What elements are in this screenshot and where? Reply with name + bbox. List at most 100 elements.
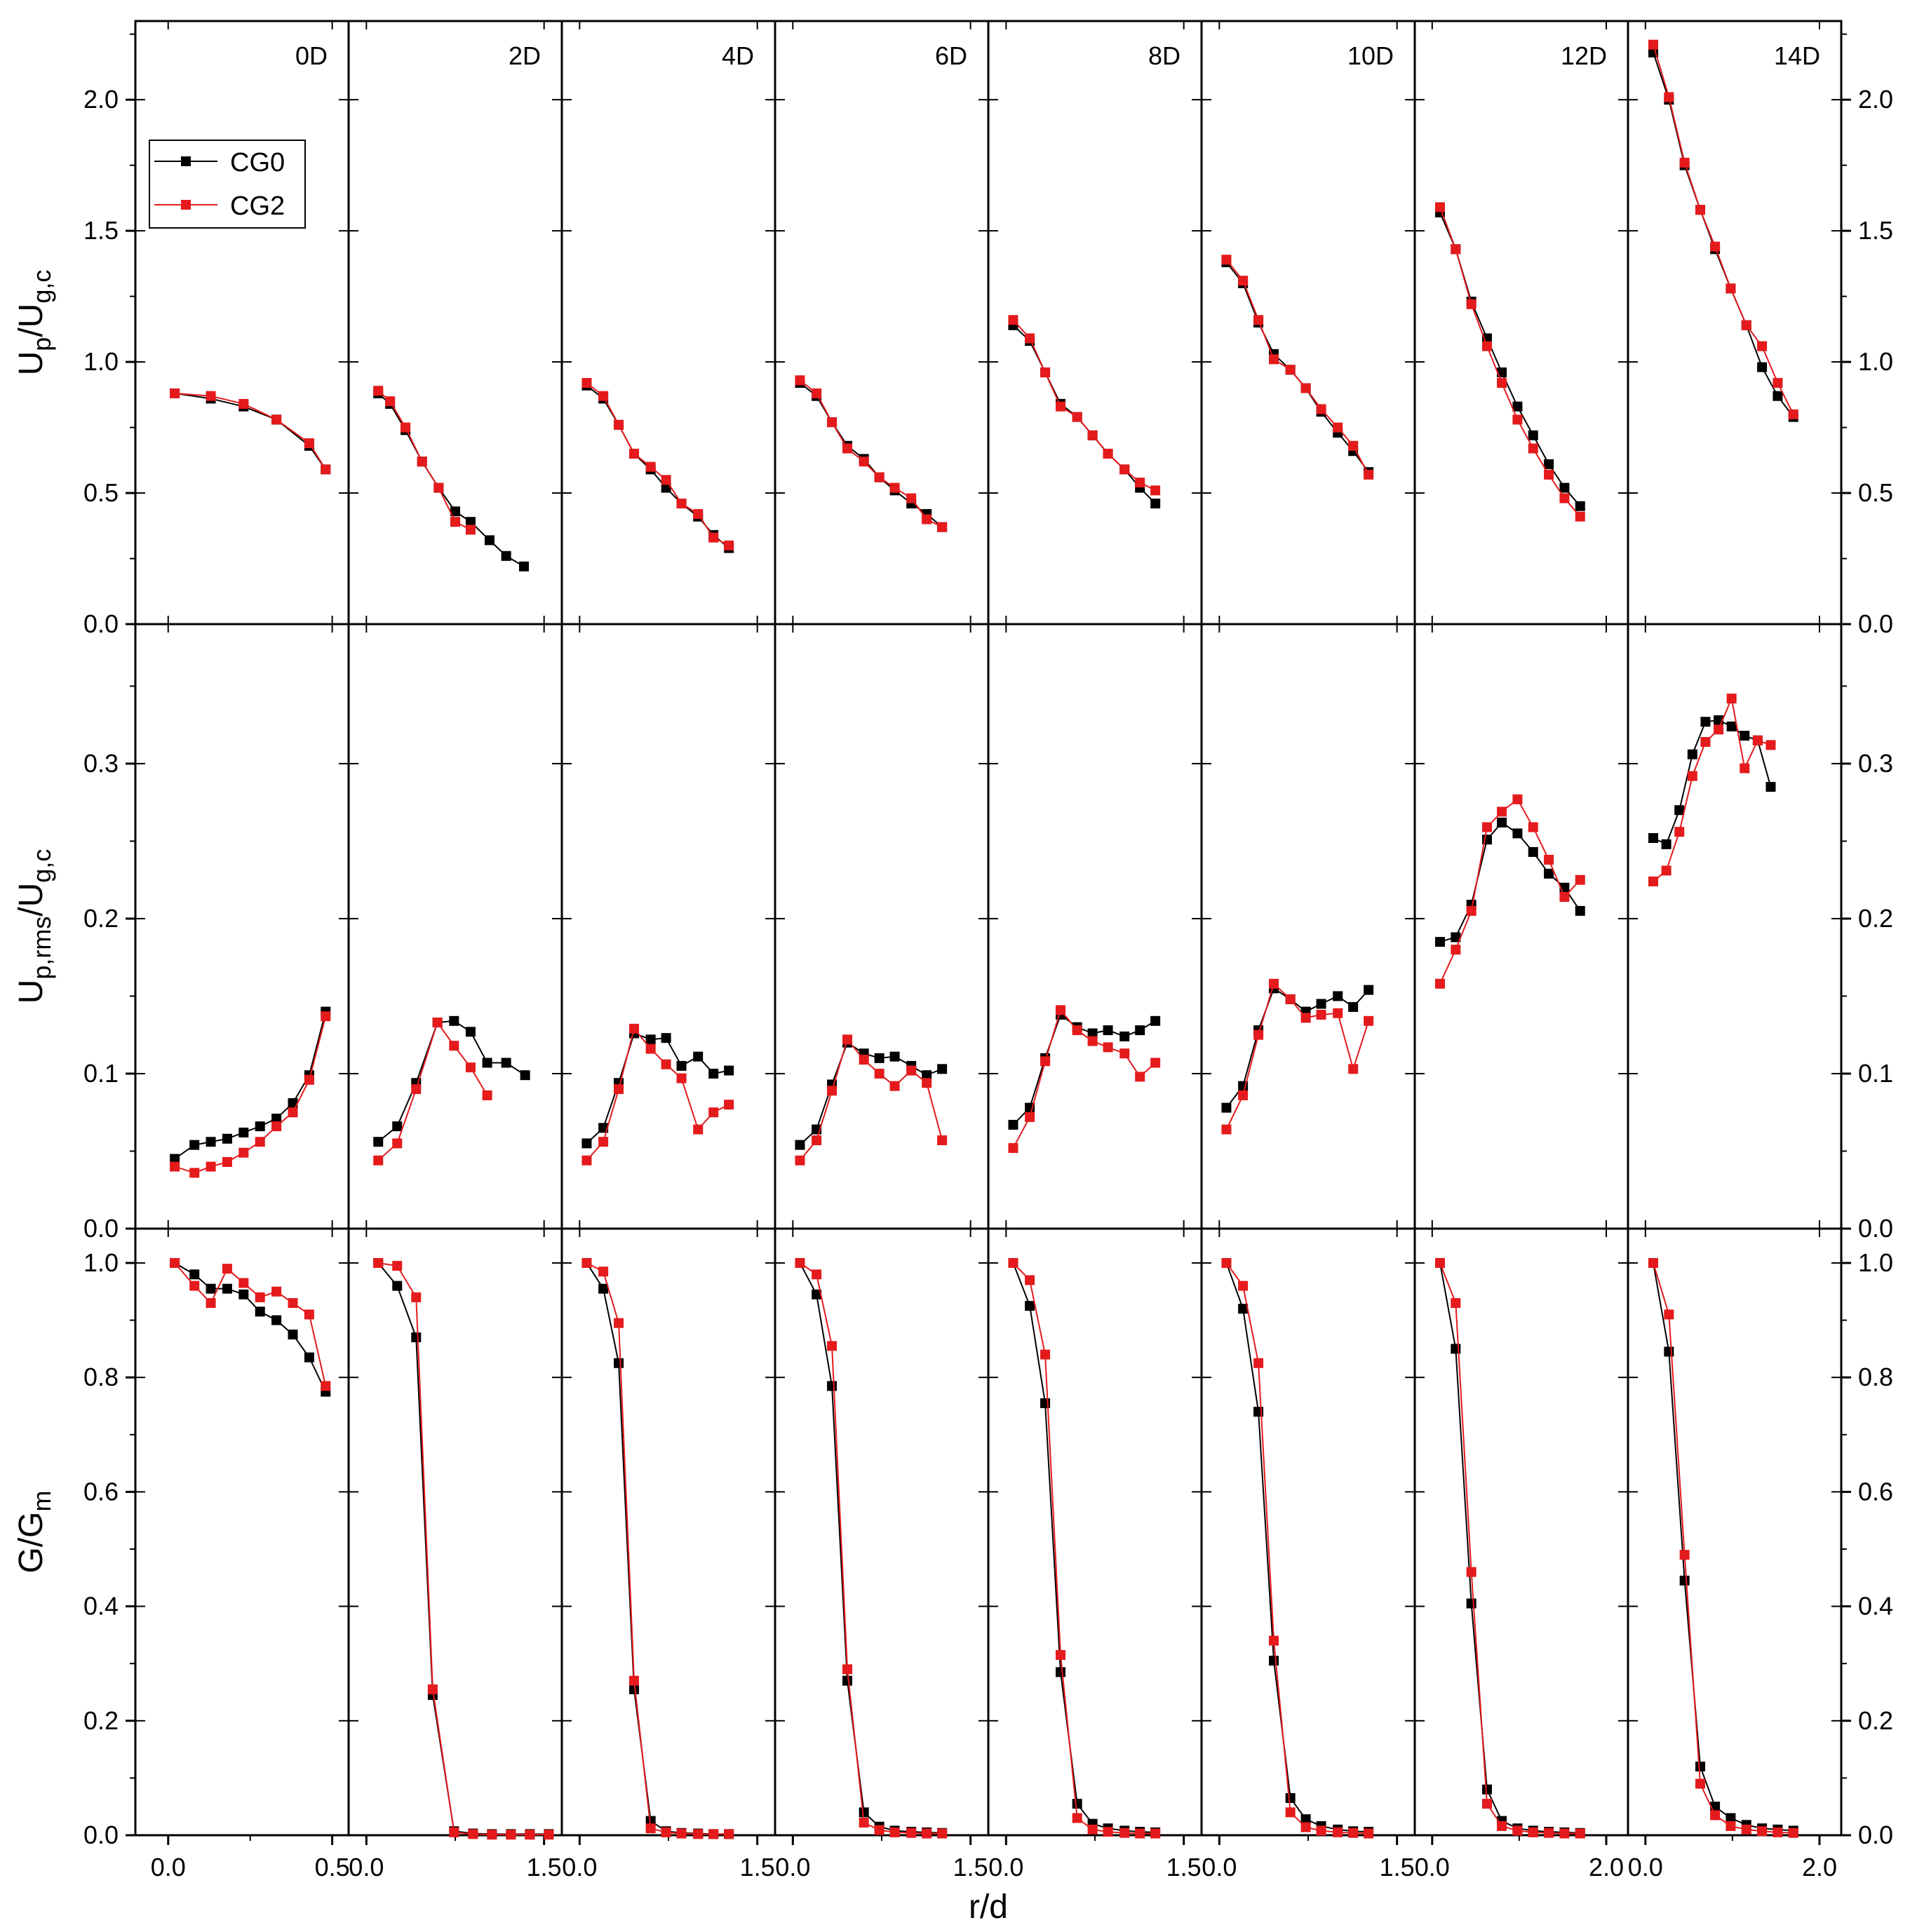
data-point-cg2 (1103, 1827, 1113, 1837)
data-point-cg2 (1714, 724, 1724, 735)
y-tick-label-left: 0.0 (83, 1214, 119, 1243)
data-point-cg0 (1008, 1119, 1018, 1130)
data-point-cg0 (598, 1283, 609, 1294)
series-line-cg2 (586, 1262, 729, 1835)
data-point-cg2 (1333, 422, 1343, 433)
data-point-cg0 (238, 1127, 249, 1137)
y-tick-label-right: 0.0 (1858, 609, 1893, 638)
data-point-cg2 (1512, 1825, 1523, 1836)
data-point-cg2 (1135, 478, 1145, 488)
data-point-cg0 (271, 1114, 282, 1124)
data-point-cg0 (724, 1065, 734, 1076)
data-point-cg2 (1040, 1056, 1051, 1067)
data-point-cg2 (1316, 1825, 1326, 1836)
data-point-cg0 (1757, 362, 1768, 372)
data-point-cg2 (1333, 1008, 1343, 1018)
data-point-cg2 (1512, 414, 1523, 425)
data-point-cg2 (1544, 469, 1554, 480)
data-point-cg2 (206, 1298, 216, 1309)
data-point-cg0 (842, 1675, 853, 1686)
series-line-cg2 (174, 1262, 327, 1386)
x-tick-label: 0.0 (562, 1853, 597, 1882)
x-tick-label: 0.0 (151, 1853, 186, 1882)
data-point-cg2 (1528, 443, 1538, 454)
data-point-cg2 (1512, 794, 1523, 804)
data-point-cg2 (1348, 1828, 1359, 1838)
data-point-cg2 (1481, 1799, 1492, 1809)
x-tick-label: 1.5 (1166, 1853, 1202, 1882)
data-point-cg0 (1040, 1398, 1051, 1408)
y-tick-label-left: 1.5 (83, 216, 119, 245)
data-point-cg2 (1544, 1828, 1554, 1838)
data-point-cg0 (922, 1070, 932, 1081)
data-point-cg2 (271, 1121, 282, 1132)
data-point-cg2 (321, 1011, 331, 1022)
y-tick-label-left: 1.0 (83, 347, 119, 376)
data-point-cg0 (1150, 499, 1161, 508)
data-point-cg2 (1726, 694, 1737, 704)
data-point-cg2 (1575, 511, 1585, 522)
series-line-cg0 (1652, 1262, 1794, 1832)
data-point-cg2 (1040, 367, 1051, 378)
series-line-cg0 (1012, 1013, 1156, 1126)
data-point-cg0 (598, 1123, 609, 1133)
data-point-cg2 (1451, 1298, 1461, 1309)
data-point-cg2 (708, 532, 719, 543)
data-point-cg2 (581, 1155, 592, 1166)
data-point-cg2 (189, 1281, 200, 1291)
series-line-cg2 (1653, 1262, 1794, 1834)
y-tick-label-left: 0.0 (83, 609, 119, 638)
data-point-cg2 (1559, 892, 1570, 903)
data-point-cg2 (842, 1034, 853, 1045)
data-point-cg2 (1648, 876, 1658, 886)
data-point-cg2 (304, 438, 314, 448)
legend-label-cg0: CG0 (230, 148, 285, 177)
data-point-cg2 (1103, 1042, 1113, 1053)
data-point-cg2 (401, 422, 411, 433)
data-point-cg2 (629, 448, 640, 459)
data-point-cg0 (501, 1058, 511, 1068)
data-point-cg2 (170, 388, 180, 398)
data-point-cg2 (1119, 1828, 1130, 1838)
data-point-cg2 (1695, 1778, 1705, 1789)
data-point-cg2 (922, 1078, 932, 1088)
data-point-cg2 (859, 1818, 869, 1828)
data-point-cg2 (1575, 1828, 1585, 1839)
y-tick-label-left: 0.5 (83, 478, 119, 507)
data-point-cg2 (1773, 1827, 1783, 1837)
x-tick-label: 0.0 (1628, 1853, 1663, 1882)
legend-box (149, 140, 306, 229)
data-point-cg0 (255, 1306, 265, 1317)
data-point-cg2 (170, 1257, 180, 1268)
data-point-cg2 (1135, 1072, 1145, 1082)
data-point-cg2 (1710, 1810, 1721, 1820)
data-point-cg0 (1221, 1102, 1232, 1113)
data-point-cg2 (1008, 315, 1018, 325)
series-line-cg0 (1439, 1262, 1580, 1834)
series-line-cg2 (174, 1015, 327, 1174)
data-point-cg2 (1119, 1048, 1130, 1059)
data-point-cg2 (1434, 978, 1445, 989)
data-point-cg2 (676, 1828, 687, 1839)
data-point-cg0 (1150, 1015, 1161, 1026)
y-tick-label-right: 0.2 (1858, 1706, 1893, 1735)
data-point-cg0 (1025, 1301, 1035, 1311)
data-point-cg2 (1741, 1824, 1751, 1835)
data-point-cg2 (1544, 854, 1554, 865)
series-line-cg0 (799, 1262, 943, 1834)
data-point-cg2 (724, 540, 734, 550)
data-point-cg2 (1661, 865, 1672, 876)
series-line-cg0 (1653, 52, 1794, 418)
y-tick-label-right: 0.3 (1858, 749, 1893, 778)
data-point-cg2 (544, 1830, 554, 1840)
series-line-cg0 (377, 1262, 549, 1835)
data-point-cg2 (450, 517, 460, 527)
series-line-cg2 (1225, 259, 1370, 475)
data-point-cg2 (1364, 469, 1374, 480)
data-point-cg0 (1512, 401, 1523, 412)
data-point-cg2 (724, 1829, 734, 1839)
data-point-cg2 (1285, 365, 1296, 375)
data-point-cg2 (1773, 378, 1783, 388)
data-point-cg2 (1710, 241, 1721, 252)
data-point-cg0 (1103, 1025, 1113, 1036)
